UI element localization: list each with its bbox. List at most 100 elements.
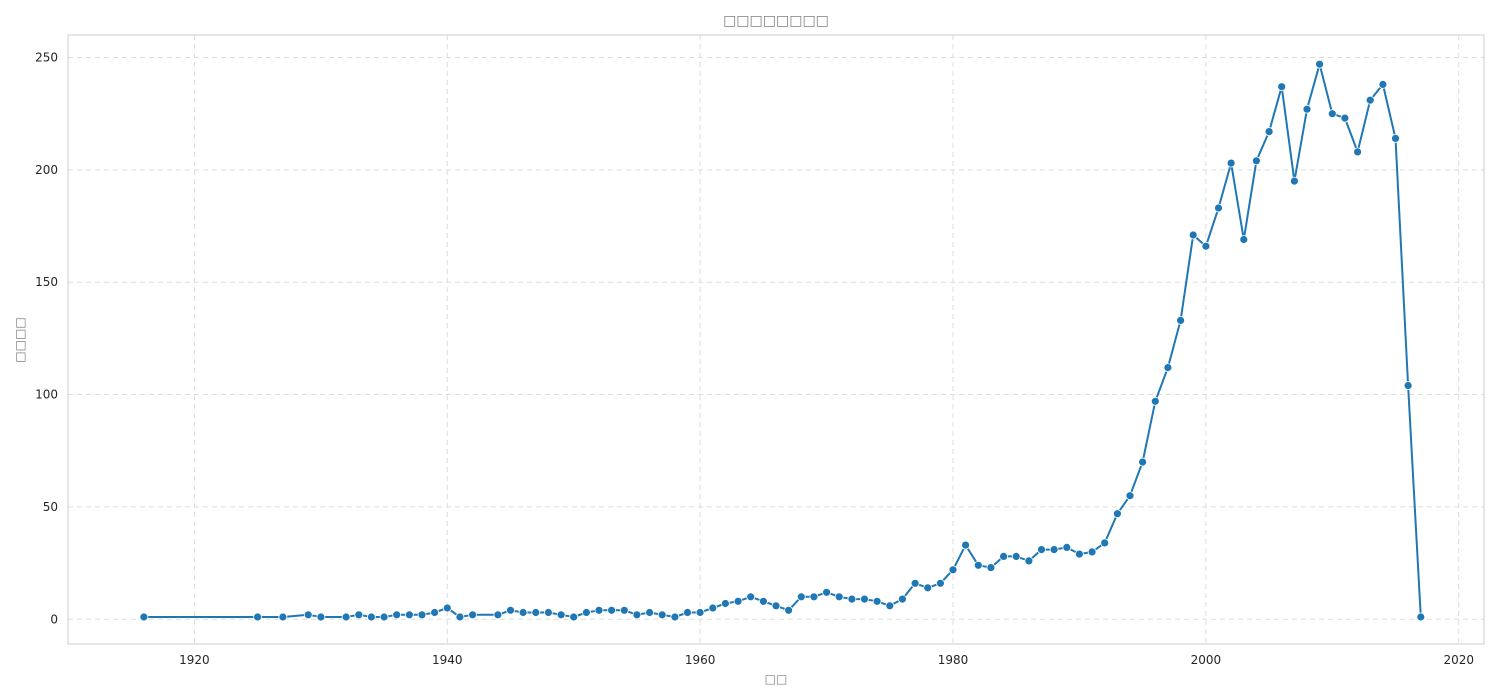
data-point [784, 605, 793, 615]
data-point [1416, 612, 1426, 622]
data-points [139, 59, 1426, 622]
data-point [759, 596, 768, 606]
data-point [923, 583, 933, 593]
data-point [1340, 113, 1350, 123]
data-point [986, 563, 996, 572]
data-point [670, 612, 680, 622]
data-point [404, 610, 414, 620]
data-point [619, 605, 629, 615]
data-point [1125, 491, 1135, 501]
data-point [1201, 241, 1211, 251]
grid [68, 35, 1484, 644]
data-point [973, 560, 983, 570]
y-axis-title: □□□□ [13, 317, 27, 362]
data-point [468, 610, 478, 620]
data-point [1353, 147, 1362, 157]
data-point [556, 610, 566, 620]
x-axis-ticks: 1920 1940 1960 1980 2000 2020 [179, 653, 1474, 667]
data-point [341, 612, 351, 622]
data-point [1037, 545, 1046, 554]
data-point [442, 603, 452, 613]
data-point [999, 552, 1008, 561]
data-point [1214, 203, 1223, 213]
data-point [910, 578, 920, 588]
data-point [139, 612, 149, 622]
data-point [493, 610, 503, 620]
y-tick-label: 100 [35, 388, 58, 402]
y-tick-label: 150 [35, 275, 58, 289]
data-point [354, 610, 364, 620]
data-point [1138, 457, 1147, 467]
data-point [961, 540, 970, 550]
data-point [771, 601, 781, 611]
data-point [1049, 545, 1059, 554]
data-point [531, 608, 541, 617]
data-point [847, 594, 857, 604]
data-point [392, 610, 402, 620]
data-point [278, 612, 288, 622]
data-point [708, 603, 718, 613]
data-point [379, 612, 389, 622]
data-point [746, 592, 756, 602]
x-tick-label: 2000 [1191, 653, 1222, 667]
x-tick-label: 2020 [1443, 653, 1474, 667]
data-point [695, 608, 705, 617]
data-point [1403, 381, 1413, 391]
data-point [822, 587, 831, 597]
plot-frame [67, 34, 1485, 645]
data-point [645, 608, 654, 617]
y-tick-label: 200 [35, 163, 58, 177]
data-point [936, 578, 945, 588]
chart-title: □□□□□□□□ [723, 13, 829, 29]
x-axis-title: □□ [765, 672, 788, 686]
data-point [594, 605, 604, 615]
data-point [417, 610, 427, 620]
x-tick-label: 1940 [432, 653, 463, 667]
data-point [948, 565, 958, 575]
data-point [1176, 315, 1185, 325]
data-point [1290, 176, 1299, 186]
data-point [1226, 158, 1236, 168]
data-point [898, 594, 907, 604]
data-point [1100, 538, 1110, 548]
data-point [657, 610, 667, 620]
data-point [1188, 230, 1198, 240]
data-point [1252, 156, 1261, 166]
data-point [1113, 509, 1122, 519]
data-point [683, 608, 692, 617]
y-axis-ticks: 0 50 100 150 200 250 [35, 50, 58, 626]
data-point [316, 612, 326, 622]
data-point [1264, 127, 1274, 137]
data-point [721, 599, 730, 608]
y-tick-label: 50 [43, 500, 58, 514]
data-point [872, 596, 882, 606]
x-tick-label: 1960 [685, 653, 716, 667]
data-point [455, 612, 465, 622]
data-point [1239, 235, 1249, 244]
data-point [1327, 109, 1337, 119]
x-tick-label: 1920 [179, 653, 210, 667]
data-point [506, 605, 515, 615]
data-point [1024, 556, 1034, 566]
data-point [860, 594, 869, 604]
data-point [1365, 95, 1375, 105]
data-point [1315, 59, 1324, 69]
data-point [430, 608, 440, 617]
data-point [809, 592, 819, 602]
data-point [366, 612, 376, 622]
data-point [1062, 543, 1072, 552]
data-point [1150, 396, 1160, 406]
data-point [1163, 363, 1173, 373]
data-point [1391, 133, 1400, 143]
data-point [1075, 549, 1084, 559]
y-tick-label: 0 [50, 612, 58, 626]
data-point [1302, 104, 1312, 114]
data-point [582, 608, 591, 617]
data-point [1277, 82, 1287, 92]
data-point [607, 605, 616, 615]
data-point [1087, 547, 1097, 557]
data-point [632, 610, 642, 620]
data-point [1011, 552, 1021, 561]
